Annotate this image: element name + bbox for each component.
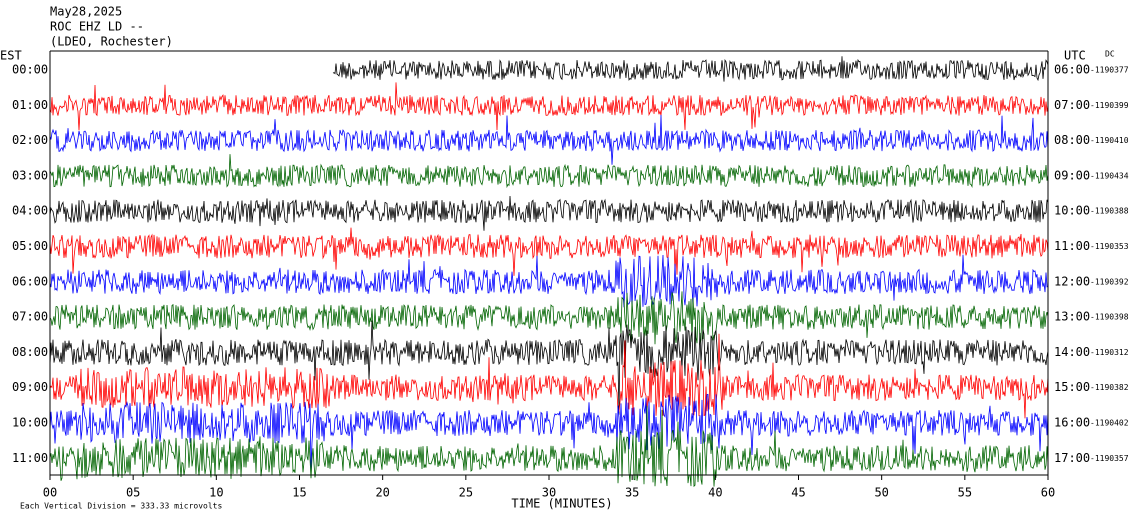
header-line: ROC EHZ LD -- bbox=[50, 20, 144, 34]
x-axis-title: TIME (MINUTES) bbox=[511, 497, 612, 511]
trace bbox=[49, 154, 1049, 189]
left-title: EST bbox=[0, 49, 22, 63]
dc-value: -1190357 bbox=[1090, 454, 1129, 463]
x-tick-label: 45 bbox=[791, 486, 805, 500]
trace bbox=[49, 393, 1049, 471]
trace bbox=[49, 82, 1049, 131]
utc-label: 16:00 bbox=[1054, 416, 1090, 430]
x-tick-label: 05 bbox=[126, 486, 140, 500]
utc-label: 12:00 bbox=[1054, 274, 1090, 288]
header-line: (LDEO, Rochester) bbox=[50, 35, 173, 49]
x-tick-label: 15 bbox=[292, 486, 306, 500]
utc-label: 15:00 bbox=[1054, 380, 1090, 394]
utc-label: 08:00 bbox=[1054, 133, 1090, 147]
trace bbox=[49, 333, 1049, 419]
dc-value: -1190399 bbox=[1090, 101, 1129, 110]
x-tick-label: 10 bbox=[209, 486, 223, 500]
utc-label: 14:00 bbox=[1054, 345, 1090, 359]
x-tick-label: 00 bbox=[43, 486, 57, 500]
utc-label: 13:00 bbox=[1054, 310, 1090, 324]
x-tick-label: 20 bbox=[375, 486, 389, 500]
dc-value: -1190353 bbox=[1090, 242, 1129, 251]
est-label: 06:00 bbox=[12, 274, 48, 288]
traces bbox=[49, 56, 1049, 488]
utc-label: 11:00 bbox=[1054, 239, 1090, 253]
trace bbox=[49, 291, 1049, 345]
dc-value: -1190402 bbox=[1090, 419, 1129, 428]
trace bbox=[49, 227, 1049, 276]
dc-title: DC bbox=[1105, 50, 1115, 59]
dc-value: -1190377 bbox=[1090, 66, 1129, 75]
header-line: May28,2025 bbox=[50, 5, 122, 19]
est-label: 03:00 bbox=[12, 168, 48, 182]
x-tick-label: 50 bbox=[874, 486, 888, 500]
dc-value: -1190388 bbox=[1090, 207, 1129, 216]
utc-label: 17:00 bbox=[1054, 451, 1090, 465]
dc-value: -1190312 bbox=[1090, 348, 1129, 357]
x-tick-label: 40 bbox=[708, 486, 722, 500]
trace bbox=[49, 195, 1049, 231]
dc-value: -1190398 bbox=[1090, 313, 1129, 322]
trace bbox=[49, 405, 1049, 488]
x-tick-label: 25 bbox=[459, 486, 473, 500]
est-label: 04:00 bbox=[12, 204, 48, 218]
utc-label: 09:00 bbox=[1054, 168, 1090, 182]
trace bbox=[49, 114, 1049, 165]
x-tick-label: 60 bbox=[1041, 486, 1055, 500]
utc-label: 10:00 bbox=[1054, 204, 1090, 218]
trace bbox=[49, 254, 1049, 309]
x-tick-label: 30 bbox=[542, 486, 556, 500]
est-label: 02:00 bbox=[12, 133, 48, 147]
trace bbox=[49, 320, 1049, 415]
est-label: 01:00 bbox=[12, 98, 48, 112]
est-label: 11:00 bbox=[12, 451, 48, 465]
est-label: 05:00 bbox=[12, 239, 48, 253]
est-label: 07:00 bbox=[12, 310, 48, 324]
right-title: UTC bbox=[1064, 49, 1086, 63]
est-label: 10:00 bbox=[12, 416, 48, 430]
est-label: 00:00 bbox=[12, 63, 48, 77]
dc-value: -1190382 bbox=[1090, 383, 1129, 392]
dc-value: -1190410 bbox=[1090, 136, 1129, 145]
utc-label: 07:00 bbox=[1054, 98, 1090, 112]
est-label: 09:00 bbox=[12, 380, 48, 394]
est-label: 08:00 bbox=[12, 345, 48, 359]
trace bbox=[332, 56, 1049, 82]
dc-value: -1190392 bbox=[1090, 277, 1129, 286]
dc-value: -1190434 bbox=[1090, 171, 1129, 180]
footer: Each Vertical Division = 333.33 microvol… bbox=[20, 502, 222, 511]
utc-label: 06:00 bbox=[1054, 63, 1090, 77]
x-tick-label: 55 bbox=[958, 486, 972, 500]
x-tick-label: 35 bbox=[625, 486, 639, 500]
